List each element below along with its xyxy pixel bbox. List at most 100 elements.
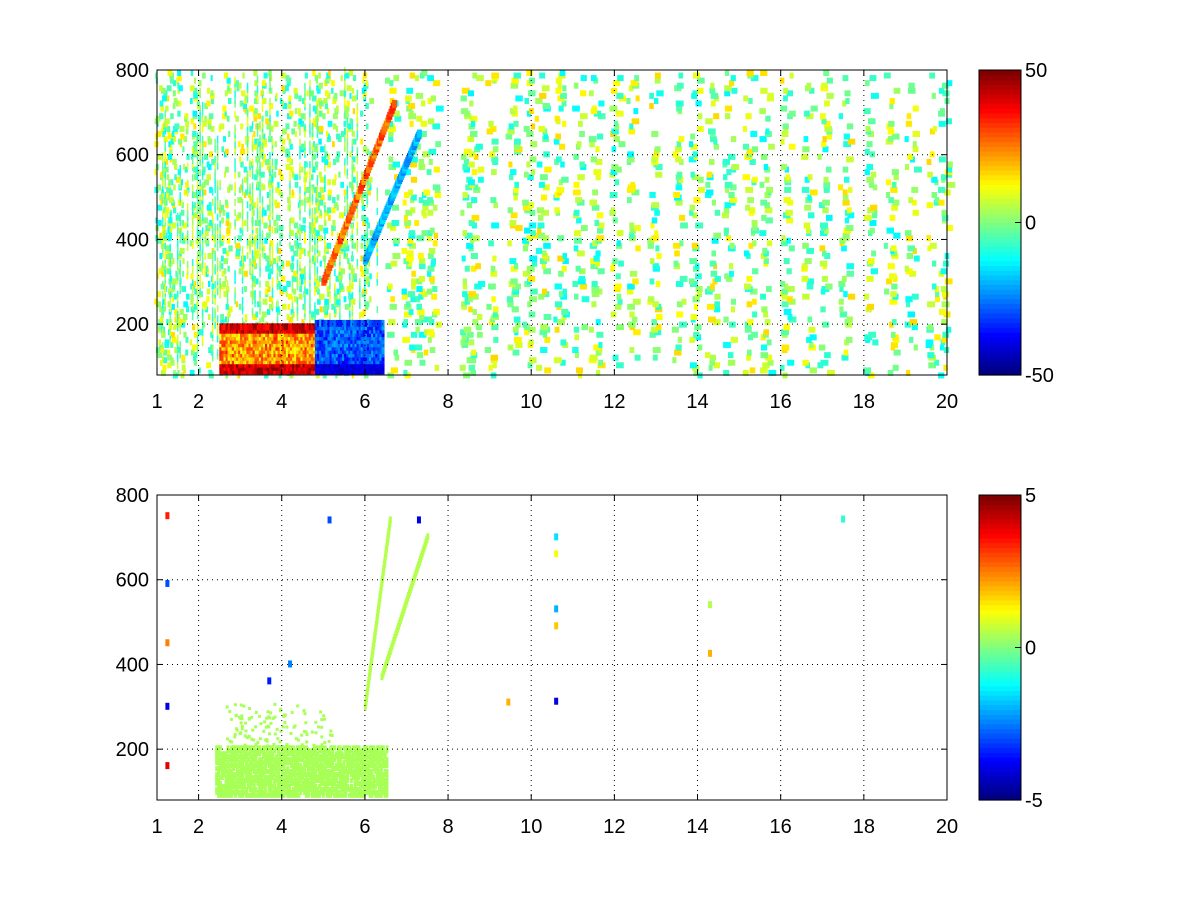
heat-cell xyxy=(407,260,413,267)
heat-cell xyxy=(806,82,812,89)
heat-cell xyxy=(157,352,162,359)
heat-cell xyxy=(241,297,244,305)
heat-cell xyxy=(513,336,522,343)
heat-cell xyxy=(847,212,855,219)
heat-cell xyxy=(590,263,598,270)
heat-cell xyxy=(468,161,475,168)
heat-cell xyxy=(340,75,343,82)
heat-cell xyxy=(647,242,654,249)
heat-cell xyxy=(842,100,847,107)
heat-cell xyxy=(376,207,379,215)
heat-cell xyxy=(537,214,544,221)
heat-cell xyxy=(460,209,465,216)
heat-cell xyxy=(384,77,390,84)
heat-cell xyxy=(468,296,473,303)
heat-cell xyxy=(165,118,170,125)
heat-cell xyxy=(651,235,659,242)
heat-cell xyxy=(801,153,809,160)
heat-cell xyxy=(938,120,946,127)
heat-cell xyxy=(344,243,346,251)
heat-cell xyxy=(767,92,774,99)
heat-cell xyxy=(427,336,432,343)
heat-cell xyxy=(327,319,331,327)
heat-cell xyxy=(340,131,344,137)
heat-cell xyxy=(708,128,716,135)
heat-cell xyxy=(391,219,400,226)
heat-cell xyxy=(611,146,617,153)
heat-cell xyxy=(238,303,242,310)
heat-cell xyxy=(806,336,812,343)
heat-cell xyxy=(324,205,326,213)
heat-cell xyxy=(196,251,199,259)
heat-cell xyxy=(589,141,595,148)
heat-cell xyxy=(261,161,264,168)
heat-cell xyxy=(488,283,496,290)
heat-cell xyxy=(779,280,786,287)
heat-cell xyxy=(301,97,305,104)
heat-cell xyxy=(298,95,302,102)
heat-cell xyxy=(843,141,851,148)
heat-cell xyxy=(869,75,877,82)
heat-cell xyxy=(224,110,227,117)
heat-cell xyxy=(280,146,285,153)
heat-cell xyxy=(296,239,299,247)
heat-cell xyxy=(471,214,480,221)
heat-cell xyxy=(491,138,499,145)
heat-cell xyxy=(174,164,178,171)
heat-cell xyxy=(345,240,348,247)
heat-cell xyxy=(176,229,179,237)
heat-cell xyxy=(184,113,189,120)
heat-cell xyxy=(421,209,426,216)
heat-cell xyxy=(257,301,262,308)
heat-cell xyxy=(196,214,201,221)
heat-cell xyxy=(655,245,660,252)
heat-cell xyxy=(344,72,350,79)
heat-cell xyxy=(889,321,894,328)
heat-cell xyxy=(572,347,579,354)
heat-cell xyxy=(299,152,301,160)
heat-cell xyxy=(541,235,550,242)
heat-cell xyxy=(555,133,562,140)
heat-cell xyxy=(234,77,236,85)
heat-cell xyxy=(246,224,249,232)
heat-cell xyxy=(219,220,221,228)
heat-cell xyxy=(351,224,354,232)
heat-cell xyxy=(913,166,922,173)
heat-cell xyxy=(219,261,221,269)
heat-cell xyxy=(216,335,219,343)
heat-cell xyxy=(244,323,248,331)
heat-cell xyxy=(266,192,270,198)
heat-cell xyxy=(591,291,600,298)
heat-cell xyxy=(346,158,349,166)
heat-cell xyxy=(283,323,287,331)
heat-cell xyxy=(360,197,364,204)
heat-cell xyxy=(893,174,899,181)
heat-cell xyxy=(415,92,424,99)
heat-cell xyxy=(462,291,468,298)
heat-cell xyxy=(597,268,605,275)
heat-cell xyxy=(352,176,356,183)
heat-cell xyxy=(591,280,598,287)
heat-cell xyxy=(864,169,870,176)
heat-cell xyxy=(613,120,618,127)
heat-cell xyxy=(193,280,197,287)
heat-cell xyxy=(932,125,937,132)
heat-cell xyxy=(202,120,207,127)
heat-cell xyxy=(462,230,468,237)
heat-cell xyxy=(889,97,895,104)
heat-cell xyxy=(234,97,236,105)
heat-cell xyxy=(786,268,792,275)
heat-cell xyxy=(265,118,270,125)
heat-cell xyxy=(650,222,655,229)
heat-cell xyxy=(246,96,249,104)
heat-cell xyxy=(273,323,277,331)
heat-cell xyxy=(724,202,732,209)
heat-cell xyxy=(193,92,198,99)
heat-cell xyxy=(417,253,424,259)
heat-cell xyxy=(711,199,717,206)
heat-cell xyxy=(510,212,518,219)
heat-cell xyxy=(610,311,617,318)
heat-cell xyxy=(781,235,786,242)
heat-cell xyxy=(364,295,366,303)
heat-cell xyxy=(885,179,892,186)
